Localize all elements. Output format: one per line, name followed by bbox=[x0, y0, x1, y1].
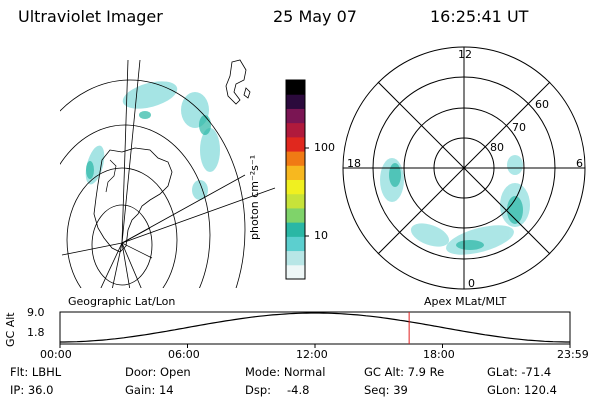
colorbar-segment bbox=[286, 136, 305, 152]
mlt-label-12: 12 bbox=[458, 48, 472, 61]
timeline-xtick-3: 18:00 bbox=[423, 348, 455, 361]
timeline-xtick-4: 23:59 bbox=[557, 348, 589, 361]
coastline bbox=[225, 59, 247, 105]
time-label: 16:25:41 UT bbox=[430, 7, 529, 26]
info-door: Door: Open bbox=[125, 365, 191, 379]
colorbar-segment bbox=[286, 179, 305, 195]
mlt-label-18: 18 bbox=[347, 157, 361, 170]
mlat-label-80: 80 bbox=[490, 141, 504, 154]
latitude-circles bbox=[60, 79, 246, 288]
altitude-timeline bbox=[59, 311, 571, 348]
colorbar-frame bbox=[285, 79, 306, 280]
colorbar-segment bbox=[286, 151, 305, 166]
colorbar-segment bbox=[286, 250, 305, 266]
info-flt: Flt: LBHL bbox=[10, 365, 62, 379]
antarctica-outline bbox=[93, 147, 173, 253]
colorbar bbox=[285, 79, 309, 280]
colorbar-segment bbox=[286, 193, 305, 209]
colorbar-segment bbox=[286, 94, 305, 109]
info-mode: Mode: Normal bbox=[245, 365, 326, 379]
right-panel-label: Apex MLat/MLT bbox=[424, 295, 507, 308]
info-glon: GLon: 120.4 bbox=[487, 383, 557, 397]
colorbar-segment bbox=[286, 264, 305, 280]
longitude-lines bbox=[61, 59, 276, 288]
colorbar-segment bbox=[286, 80, 305, 95]
date-label: 25 May 07 bbox=[273, 7, 357, 26]
colorbar-segment bbox=[286, 236, 305, 252]
geographic-map bbox=[60, 59, 276, 288]
colorbar-label: photon cm⁻²s⁻¹ bbox=[248, 154, 261, 240]
timeline-xtick-2: 12:00 bbox=[296, 348, 328, 361]
info-dsp-label: Dsp: bbox=[245, 383, 272, 397]
left-panel-label: Geographic Lat/Lon bbox=[68, 295, 176, 308]
colorbar-segment bbox=[286, 108, 305, 124]
colorbar-tick-10: 10 bbox=[314, 229, 328, 242]
timeline-xtick-0: 00:00 bbox=[40, 348, 72, 361]
colorbar-segment bbox=[286, 165, 305, 180]
polar-plot bbox=[342, 46, 586, 290]
timeline-ylabel: GC Alt bbox=[4, 312, 17, 347]
timeline-xtick-1: 06:00 bbox=[168, 348, 200, 361]
colorbar-segment bbox=[286, 207, 305, 223]
mlt-label-0: 0 bbox=[468, 277, 475, 290]
mlat-label-70: 70 bbox=[512, 121, 526, 134]
colorbar-tick-100: 100 bbox=[314, 141, 335, 154]
timeline-ytick-top: 9.0 bbox=[27, 306, 45, 319]
altitude-curve bbox=[60, 312, 570, 343]
info-gain: Gain: 14 bbox=[125, 383, 174, 397]
mlt-label-6: 6 bbox=[576, 157, 583, 170]
info-glat: GLat: -71.4 bbox=[487, 365, 552, 379]
timeline-ytick-bottom: 1.8 bbox=[27, 326, 45, 339]
mlat-label-60: 60 bbox=[535, 98, 549, 111]
colorbar-segment bbox=[286, 222, 305, 237]
app-title: Ultraviolet Imager bbox=[18, 7, 163, 26]
info-dsp-value: -4.8 bbox=[287, 383, 310, 397]
colorbar-segment bbox=[286, 122, 305, 138]
info-ip: IP: 36.0 bbox=[10, 383, 54, 397]
info-seq: Seq: 39 bbox=[364, 383, 408, 397]
info-gcalt: GC Alt: 7.9 Re bbox=[364, 365, 445, 379]
